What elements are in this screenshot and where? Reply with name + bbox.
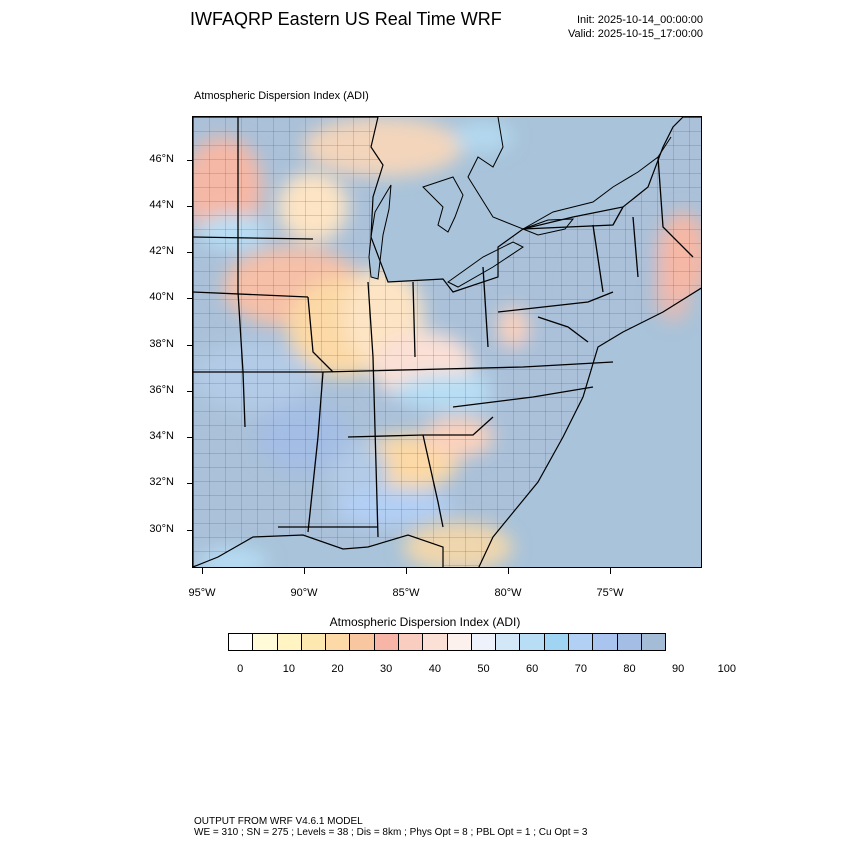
lon-tick (508, 568, 509, 574)
colorbar-cell (496, 634, 521, 650)
colorbar-tick-label: 80 (623, 663, 636, 675)
adi-map (193, 117, 701, 567)
colorbar (228, 633, 666, 651)
lat-tick (187, 298, 192, 299)
lon-tick (304, 568, 305, 574)
footer-line-1: OUTPUT FROM WRF V4.6.1 MODEL (194, 816, 363, 827)
colorbar-tick-label: 60 (526, 663, 539, 675)
lon-label-90: 90°W (290, 587, 318, 599)
lat-tick (187, 160, 192, 161)
county-lines (193, 117, 701, 567)
lon-label-80: 80°W (494, 587, 522, 599)
main-title: IWFAQRP Eastern US Real Time WRF (190, 9, 502, 29)
lat-tick (187, 530, 192, 531)
lat-tick (187, 206, 192, 207)
colorbar-tick-label: 10 (282, 663, 295, 675)
lat-label-40: 40°N (149, 291, 174, 303)
colorbar-tick-label: 90 (672, 663, 685, 675)
colorbar-cell (641, 634, 666, 650)
lat-label-30: 30°N (149, 523, 174, 535)
model-footer: OUTPUT FROM WRF V4.6.1 MODEL WE = 310 ; … (194, 816, 587, 838)
colorbar-cell (544, 634, 569, 650)
lat-tick (187, 483, 192, 484)
lake-huron (422, 176, 464, 233)
lake-ontario (521, 218, 575, 236)
colorbar-cell (277, 634, 302, 650)
colorbar-cell (471, 634, 497, 650)
colorbar-tick-label: 30 (380, 663, 393, 675)
lake-erie (447, 241, 524, 288)
lat-tick (187, 391, 192, 392)
colorbar-tick-label: 20 (331, 663, 344, 675)
lake-michigan (368, 184, 392, 280)
lon-label-75: 75°W (596, 587, 624, 599)
lon-tick (202, 568, 203, 574)
colorbar-cell (568, 634, 594, 650)
colorbar-cell (374, 634, 399, 650)
lon-tick (610, 568, 611, 574)
colorbar-cell (593, 634, 618, 650)
init-time: Init: 2025-10-14_00:00:00 (577, 14, 703, 26)
colorbar-cell (301, 634, 327, 650)
colorbar-tick-label: 100 (717, 663, 736, 675)
lon-label-85: 85°W (392, 587, 420, 599)
lon-tick (406, 568, 407, 574)
colorbar-cell (326, 634, 351, 650)
lat-label-38: 38°N (149, 338, 174, 350)
colorbar-title: Atmospheric Dispersion Index (ADI) (329, 615, 521, 629)
lat-label-32: 32°N (149, 476, 174, 488)
colorbar-cell (253, 634, 278, 650)
lat-label-34: 34°N (149, 430, 174, 442)
map-panel (192, 116, 702, 568)
colorbar-cell (447, 634, 472, 650)
colorbar-tick-label: 70 (574, 663, 587, 675)
lat-tick (187, 345, 192, 346)
lat-tick (187, 252, 192, 253)
colorbar-cell (229, 634, 254, 650)
map-subtitle: Atmospheric Dispersion Index (ADI) (194, 90, 369, 102)
colorbar-tick-label: 40 (428, 663, 441, 675)
colorbar-cell (398, 634, 424, 650)
run-info: Init: 2025-10-14_00:00:00 Valid: 2025-10… (568, 13, 703, 41)
colorbar-cell (520, 634, 545, 650)
lat-label-44: 44°N (149, 199, 174, 211)
state-borders (193, 117, 694, 538)
lon-label-95: 95°W (188, 587, 216, 599)
colorbar-tick-label: 0 (237, 663, 244, 675)
lat-label-36: 36°N (149, 384, 174, 396)
lat-tick (187, 437, 192, 438)
coastline (193, 117, 701, 567)
lat-label-46: 46°N (149, 153, 174, 165)
colorbar-cell (423, 634, 448, 650)
footer-line-2: WE = 310 ; SN = 275 ; Levels = 38 ; Dis … (194, 827, 588, 838)
valid-time: Valid: 2025-10-15_17:00:00 (568, 28, 703, 40)
lat-label-42: 42°N (149, 245, 174, 257)
colorbar-cell (350, 634, 375, 650)
colorbar-tick-label: 50 (477, 663, 490, 675)
colorbar-cell (617, 634, 642, 650)
